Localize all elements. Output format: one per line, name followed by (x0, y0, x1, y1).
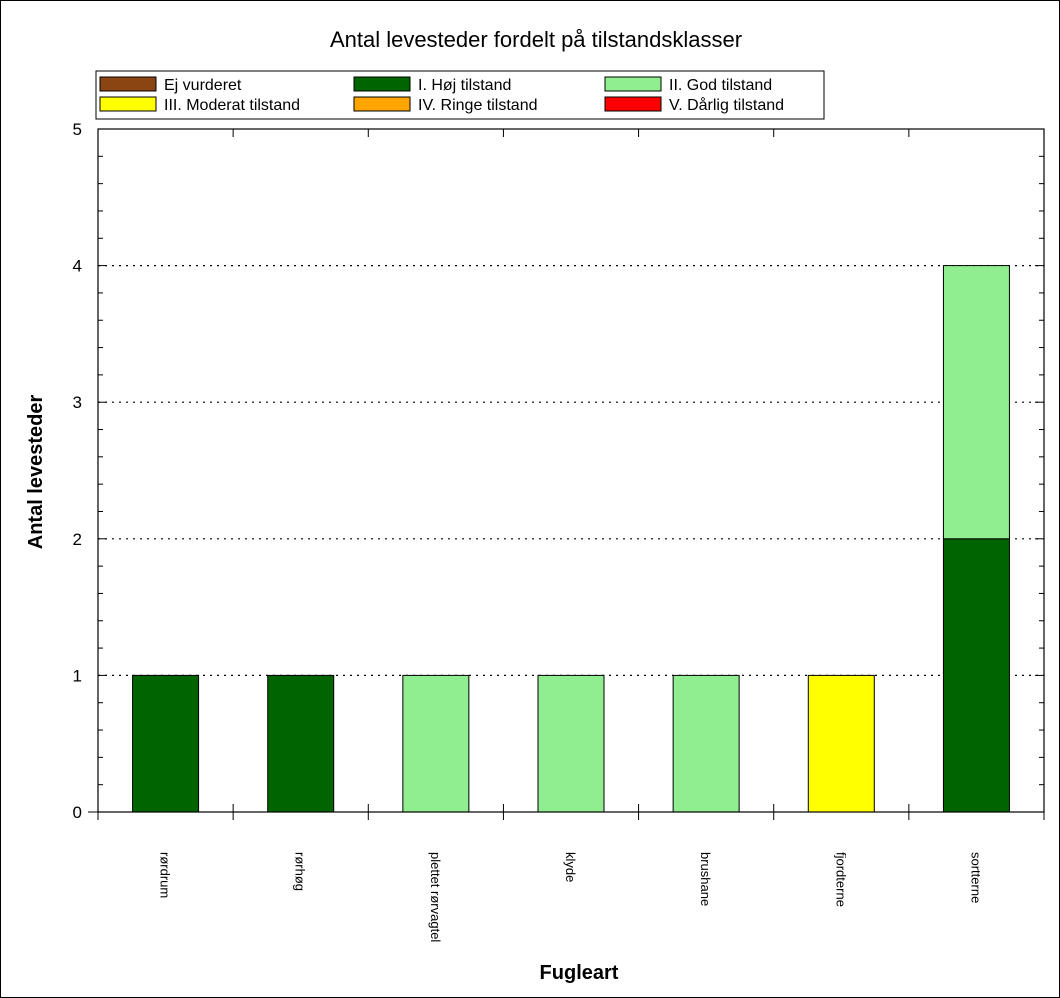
y-axis-label: Antal levesteder (25, 395, 47, 550)
x-tick-label: fjordterne (833, 852, 848, 907)
bar-segment (267, 674, 335, 813)
legend-label: Ej vurderet (164, 77, 242, 94)
legend: Ej vurderet I. Høj tilstand II. God tilsta… (95, 70, 825, 120)
bar-segment (402, 674, 470, 813)
x-tick-label: sortterne (968, 852, 983, 903)
x-tick-label: rørdrum (158, 852, 173, 898)
legend-label: I. Høj tilstand (418, 77, 511, 94)
bar-segment (942, 265, 1010, 540)
y-tick-label: 5 (73, 120, 82, 139)
legend-swatch (353, 96, 411, 112)
y-tick-label: 2 (73, 530, 82, 549)
x-axis-label: Fugleart (540, 962, 619, 984)
bars-group (132, 265, 1010, 813)
legend-label: IV. Ringe tilstand (418, 97, 537, 114)
bar-segment (807, 674, 875, 813)
legend-swatch (604, 96, 662, 112)
bar-segment (942, 538, 1010, 813)
legend-swatch (604, 76, 662, 92)
bar-segment (132, 674, 200, 813)
legend-label: II. God tilstand (669, 77, 772, 94)
x-tick-label: klyde (563, 852, 578, 882)
bar-segment (672, 674, 740, 813)
x-tick-label: brushane (698, 852, 713, 906)
bar-segment (537, 674, 605, 813)
x-tick-label: rørhøg (293, 852, 308, 891)
y-tick-label: 4 (73, 257, 82, 276)
axes-group: rørdrum rørhøg plettet rørvagtel klyde brush… (73, 120, 1045, 942)
legend-swatch (99, 96, 157, 112)
y-tick-label: 0 (73, 803, 82, 822)
legend-label: III. Moderat tilstand (164, 97, 300, 114)
legend-label: V. Dårlig tilstand (669, 96, 784, 114)
chart-title: Antal levesteder fordelt på tilstandskla… (330, 27, 742, 52)
grid-lines (98, 265, 1044, 677)
legend-swatch (353, 76, 411, 92)
legend-swatch (99, 76, 157, 92)
legend-box (95, 70, 825, 120)
y-tick-label: 3 (73, 393, 82, 412)
plot-area (97, 128, 1045, 813)
y-tick-label: 1 (73, 666, 82, 685)
x-tick-label: plettet rørvagtel (428, 852, 443, 942)
